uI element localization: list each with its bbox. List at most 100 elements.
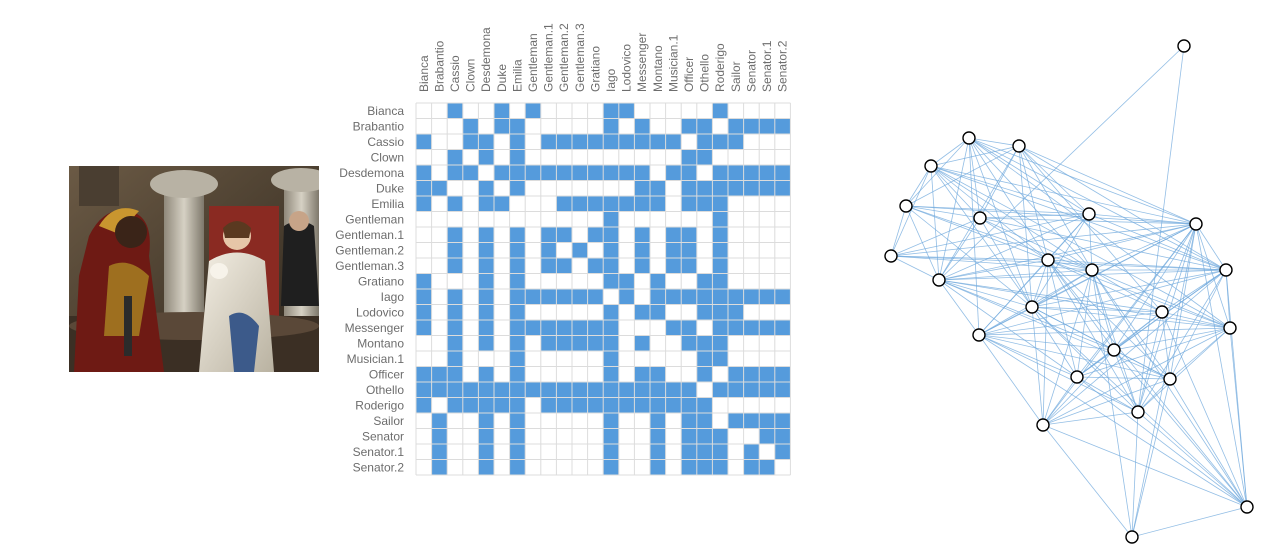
matrix-cell [665, 242, 682, 258]
matrix-cell [462, 382, 479, 398]
matrix-cell [509, 413, 526, 429]
matrix-cell [634, 397, 650, 413]
matrix-cell [509, 428, 526, 444]
matrix-cell [712, 382, 728, 398]
matrix-cell [650, 397, 666, 413]
matrix-cell [478, 149, 494, 165]
matrix-cell [650, 382, 666, 398]
matrix-cell [696, 196, 713, 212]
column-label: Brabantio [432, 40, 446, 92]
matrix-cell [634, 258, 650, 274]
matrix-cell [556, 258, 572, 274]
matrix-cell [478, 196, 494, 212]
graph-edge [930, 165, 1197, 225]
row-label: Sailor [373, 414, 404, 428]
graph-edge [1091, 269, 1248, 508]
othello-painting [69, 166, 319, 372]
matrix-grid [415, 102, 791, 476]
graph-edge [1137, 223, 1197, 413]
matrix-cell [774, 180, 791, 196]
row-label: Duke [376, 181, 404, 195]
matrix-cell [743, 459, 760, 475]
matrix-cell [634, 366, 650, 382]
column-labels: Bianca Brabantio Cassio Clown Desdemona Duke E… [417, 23, 790, 92]
matrix-cell [462, 397, 479, 413]
matrix-cell [774, 320, 791, 336]
row-label: Bianca [367, 104, 404, 118]
matrix-cell [743, 320, 760, 336]
matrix-cell [509, 118, 526, 134]
matrix-cell [431, 459, 448, 475]
graph-edge [978, 311, 1163, 336]
matrix-cell [712, 304, 728, 320]
matrix-cell [774, 444, 791, 460]
column-label: Gentleman [526, 33, 540, 92]
graph-edge [930, 165, 981, 219]
graph-edge [930, 165, 1227, 271]
matrix-cell [540, 242, 557, 258]
matrix-cell [478, 242, 494, 258]
matrix-cell [618, 289, 635, 305]
matrix-cells [416, 103, 791, 475]
graph-edge [1076, 376, 1139, 413]
matrix-cell [556, 134, 572, 150]
matrix-cell [681, 382, 697, 398]
matrix-cell [774, 289, 791, 305]
matrix-cell [416, 273, 432, 289]
matrix-cell [447, 103, 463, 119]
matrix-cell [634, 242, 650, 258]
column-label: Senator.2 [776, 40, 790, 92]
graph-edge [890, 255, 1227, 271]
matrix-cell [774, 118, 791, 134]
matrix-cell [696, 459, 713, 475]
matrix-cell [696, 397, 713, 413]
matrix-cell [696, 413, 713, 429]
matrix-cell [650, 273, 666, 289]
matrix-cell [681, 165, 697, 181]
matrix-cell [650, 196, 666, 212]
graph-node [1131, 405, 1145, 419]
graph-edge [930, 165, 1093, 271]
graph-node [962, 131, 976, 145]
matrix-cell [478, 134, 494, 150]
graph-edge [1137, 411, 1248, 508]
matrix-cell [696, 289, 713, 305]
graph-edge [978, 269, 1227, 336]
matrix-cell [696, 444, 713, 460]
column-label: Desdemona [479, 27, 493, 92]
matrix-cell [540, 227, 557, 243]
matrix-cell [509, 320, 526, 336]
matrix-cell [743, 118, 760, 134]
graph-edge [1042, 378, 1171, 426]
matrix-cell [696, 180, 713, 196]
graph-edge [1047, 223, 1197, 261]
matrix-cell [681, 428, 697, 444]
matrix-cell [587, 289, 604, 305]
graph-node [1163, 372, 1177, 386]
matrix-cell [743, 382, 760, 398]
graph-edge [1042, 349, 1115, 426]
matrix-cell [774, 366, 791, 382]
column-label: Officer [682, 57, 696, 92]
matrix-cell [525, 103, 541, 119]
matrix-cell [556, 397, 572, 413]
matrix-cell [478, 304, 494, 320]
matrix-cell [681, 118, 697, 134]
matrix-cell [696, 134, 713, 150]
column-label: Montano [651, 45, 665, 92]
matrix-cell [728, 366, 744, 382]
matrix-cell [618, 103, 635, 119]
graph-edge [890, 255, 1093, 271]
matrix-cell [774, 413, 791, 429]
matrix-cell [665, 320, 682, 336]
matrix-cell [478, 180, 494, 196]
matrix-cell [712, 351, 728, 367]
matrix-cell [509, 242, 526, 258]
matrix-cell [696, 351, 713, 367]
matrix-cell [587, 320, 604, 336]
row-label: Roderigo [355, 398, 404, 412]
row-label: Gratiano [358, 274, 404, 288]
column-label: Gentleman.3 [573, 23, 587, 92]
graph-edge [930, 145, 1020, 167]
matrix-cell [462, 165, 479, 181]
